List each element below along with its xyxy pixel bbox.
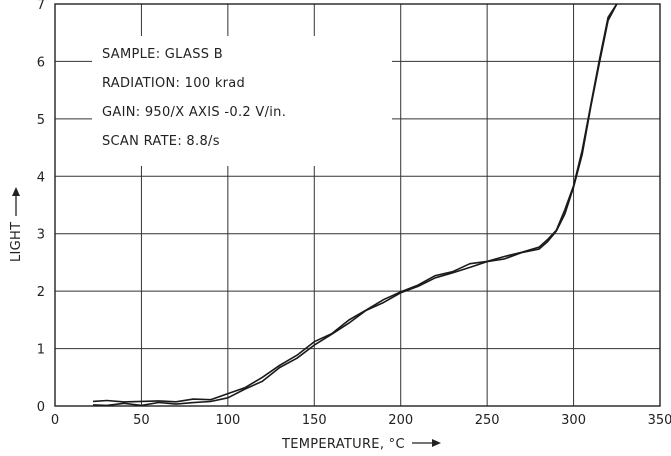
y-tick-label: 2 xyxy=(37,285,45,300)
y-tick-label: 5 xyxy=(37,113,45,128)
x-axis-title: TEMPERATURE, °C xyxy=(281,437,405,452)
annotation-radiation: RADIATION: 100 krad xyxy=(102,76,245,91)
annotation-gain: GAIN: 950/X AXIS -0.2 V/in. xyxy=(102,105,286,120)
x-tick-label: 350 xyxy=(648,413,671,428)
series-layer xyxy=(92,3,618,407)
y-axis-title: LIGHT xyxy=(9,222,24,262)
y-tick-label: 4 xyxy=(37,170,45,185)
x-tick-labels: 0 50 100 150 200 250 300 350 xyxy=(51,413,671,428)
annotation-sample: SAMPLE: GLASS B xyxy=(102,47,223,62)
y-tick-label: 7 xyxy=(37,0,45,13)
series-line-1 xyxy=(92,3,618,407)
annotation-background xyxy=(92,36,392,166)
x-tick-label: 100 xyxy=(215,413,240,428)
x-tick-label: 150 xyxy=(302,413,327,428)
y-axis-arrow-icon xyxy=(12,187,20,216)
x-tick-label: 200 xyxy=(388,413,413,428)
series-line-2 xyxy=(92,3,618,403)
x-axis-arrow-icon xyxy=(412,439,441,447)
x-tick-label: 50 xyxy=(133,413,150,428)
y-tick-label: 0 xyxy=(37,400,45,415)
x-tick-label: 300 xyxy=(561,413,586,428)
x-tick-label: 250 xyxy=(475,413,500,428)
annotation-scan-rate: SCAN RATE: 8.8/s xyxy=(102,134,220,149)
y-tick-label: 3 xyxy=(37,228,45,243)
plot-frame xyxy=(54,3,661,407)
y-tick-label: 6 xyxy=(37,55,45,70)
plot-border xyxy=(54,3,661,407)
y-tick-labels: 0 1 2 3 4 5 6 7 xyxy=(37,0,45,415)
x-tick-label: 0 xyxy=(51,413,59,428)
y-tick-label: 1 xyxy=(37,343,45,358)
